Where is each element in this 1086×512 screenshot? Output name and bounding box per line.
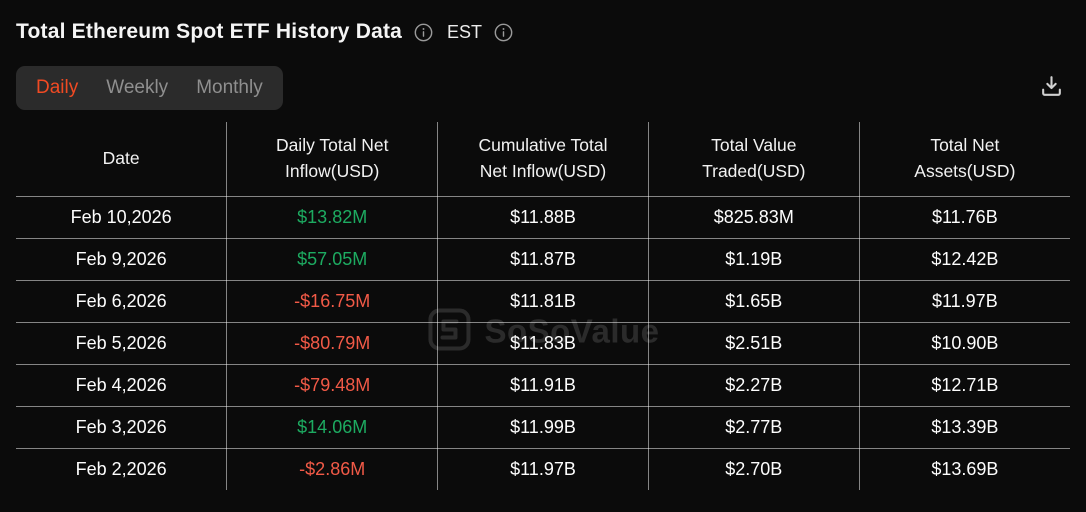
table-wrap: Date Daily Total Net Inflow(USD) Cumulat… xyxy=(15,121,1071,491)
value-traded-cell: $825.83M xyxy=(647,195,860,239)
value-traded-cell: $1.65B xyxy=(647,279,860,323)
value-traded-cell: $2.70B xyxy=(647,447,860,491)
table-row: Feb 10,2026 $13.82M $11.88B $825.83M $11… xyxy=(15,195,1071,239)
net-assets-cell: $11.76B xyxy=(858,195,1071,239)
interval-tab-group: Daily Weekly Monthly xyxy=(16,66,283,110)
value-traded-cell: $2.51B xyxy=(647,321,860,365)
daily-inflow-cell: -$80.79M xyxy=(226,321,439,365)
net-assets-cell: $11.97B xyxy=(858,279,1071,323)
etf-history-table: Date Daily Total Net Inflow(USD) Cumulat… xyxy=(15,121,1071,491)
value-traded-cell: $1.19B xyxy=(647,237,860,281)
cumulative-inflow-cell: $11.97B xyxy=(437,447,649,491)
date-cell: Feb 10,2026 xyxy=(15,195,228,239)
page-title: Total Ethereum Spot ETF History Data xyxy=(16,20,403,43)
table-row: Feb 3,2026 $14.06M $11.99B $2.77B $13.39… xyxy=(15,405,1071,449)
timezone-label: EST xyxy=(447,21,483,42)
etf-history-panel: Total Ethereum Spot ETF History Data EST… xyxy=(15,0,1071,491)
daily-inflow-cell: $13.82M xyxy=(226,195,439,239)
table-row: Feb 4,2026 -$79.48M $11.91B $2.27B $12.7… xyxy=(15,363,1071,407)
date-cell: Feb 3,2026 xyxy=(15,405,228,449)
col-header-cumulative-inflow: Cumulative Total Net Inflow(USD) xyxy=(437,121,649,197)
tab-monthly[interactable]: Monthly xyxy=(196,75,263,101)
col-header-value-traded: Total Value Traded(USD) xyxy=(647,121,860,197)
cumulative-inflow-cell: $11.87B xyxy=(437,237,649,281)
date-cell: Feb 9,2026 xyxy=(15,237,228,281)
date-cell: Feb 6,2026 xyxy=(15,279,228,323)
table-row: Feb 6,2026 -$16.75M $11.81B $1.65B $11.9… xyxy=(15,279,1071,323)
tab-daily[interactable]: Daily xyxy=(36,75,78,101)
cumulative-inflow-cell: $11.81B xyxy=(437,279,649,323)
cumulative-inflow-cell: $11.99B xyxy=(437,405,649,449)
net-assets-cell: $13.69B xyxy=(858,447,1071,491)
download-button[interactable] xyxy=(1035,70,1068,106)
title-info-icon[interactable] xyxy=(414,23,433,42)
daily-inflow-cell: -$2.86M xyxy=(226,447,439,491)
daily-inflow-cell: $57.05M xyxy=(226,237,439,281)
col-header-daily-inflow: Daily Total Net Inflow(USD) xyxy=(226,121,439,197)
table-row: Feb 9,2026 $57.05M $11.87B $1.19B $12.42… xyxy=(15,237,1071,281)
tab-weekly[interactable]: Weekly xyxy=(106,75,168,101)
daily-inflow-cell: -$79.48M xyxy=(226,363,439,407)
date-cell: Feb 5,2026 xyxy=(15,321,228,365)
toolbar-row: Daily Weekly Monthly xyxy=(16,66,1070,110)
net-assets-cell: $12.71B xyxy=(858,363,1071,407)
cumulative-inflow-cell: $11.91B xyxy=(437,363,649,407)
table-row: Feb 2,2026 -$2.86M $11.97B $2.70B $13.69… xyxy=(15,447,1071,491)
download-icon xyxy=(1039,74,1064,102)
date-cell: Feb 2,2026 xyxy=(15,447,228,491)
cumulative-inflow-cell: $11.83B xyxy=(437,321,649,365)
timezone-info-icon[interactable] xyxy=(494,23,513,42)
net-assets-cell: $12.42B xyxy=(858,237,1071,281)
net-assets-cell: $13.39B xyxy=(858,405,1071,449)
daily-inflow-cell: -$16.75M xyxy=(226,279,439,323)
table-header-row: Date Daily Total Net Inflow(USD) Cumulat… xyxy=(15,121,1071,197)
cumulative-inflow-cell: $11.88B xyxy=(437,195,649,239)
value-traded-cell: $2.27B xyxy=(647,363,860,407)
table-row: Feb 5,2026 -$80.79M $11.83B $2.51B $10.9… xyxy=(15,321,1071,365)
col-header-net-assets: Total Net Assets(USD) xyxy=(858,121,1071,197)
value-traded-cell: $2.77B xyxy=(647,405,860,449)
date-cell: Feb 4,2026 xyxy=(15,363,228,407)
title-row: Total Ethereum Spot ETF History Data EST xyxy=(16,0,1070,44)
col-header-date: Date xyxy=(15,121,228,197)
daily-inflow-cell: $14.06M xyxy=(226,405,439,449)
net-assets-cell: $10.90B xyxy=(858,321,1071,365)
